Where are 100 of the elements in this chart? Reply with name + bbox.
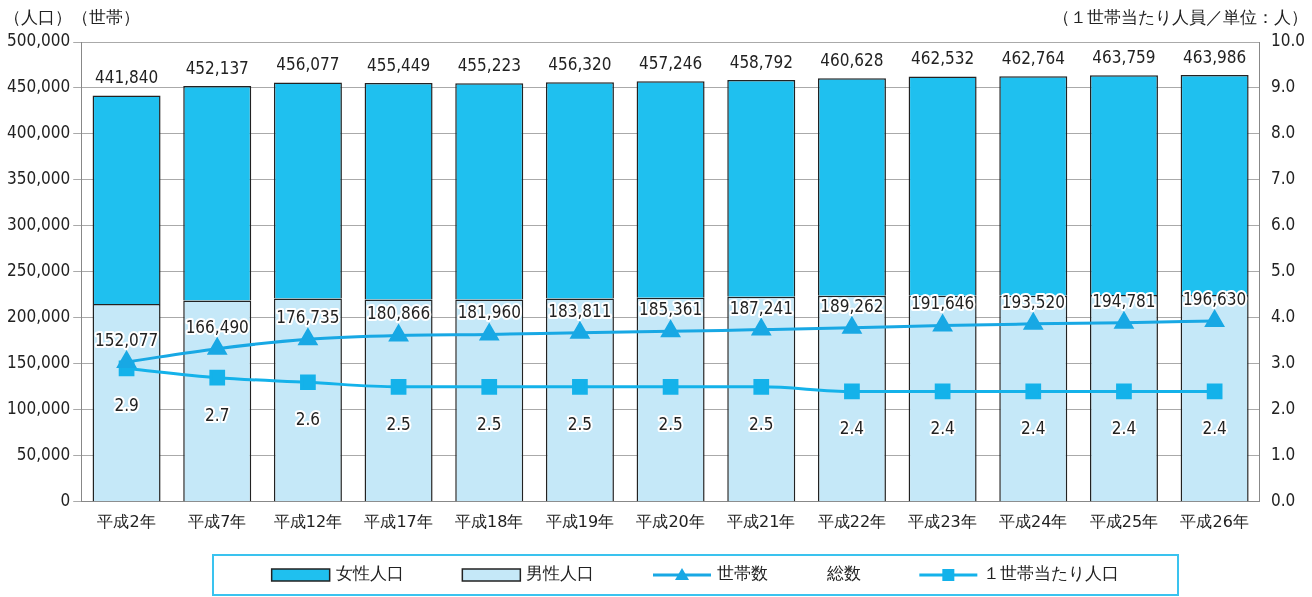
point	[1114, 312, 1134, 329]
y-tick-label: 0	[60, 490, 71, 511]
y-tick-label: 100,000	[6, 398, 71, 419]
data-label: 193,520	[1001, 291, 1065, 312]
point	[844, 383, 860, 400]
total-label: 452,137	[185, 57, 249, 78]
legend-label: 女性人口	[335, 563, 404, 584]
point	[661, 320, 680, 338]
total-label: 456,077	[276, 54, 340, 75]
y2-tick-label: 9.0	[1270, 76, 1296, 97]
y-tick-label: 50,000	[16, 444, 71, 465]
point	[1205, 310, 1224, 327]
data-label: 2.4	[1202, 418, 1227, 439]
data-label: 166,490	[185, 316, 249, 337]
data-label: 191,646	[910, 293, 975, 314]
data-label: 2.5	[477, 413, 502, 434]
point	[572, 378, 588, 395]
data-label: 2.4	[1111, 418, 1137, 439]
x-tick-label: 平成2年	[97, 511, 156, 531]
point	[209, 369, 226, 386]
data-label: 2.7	[205, 404, 230, 425]
y-tick-label: 400,000	[6, 122, 71, 143]
total-label: 462,764	[1001, 48, 1065, 69]
point	[389, 324, 408, 342]
y2-tick-label: 2.0	[1270, 398, 1296, 419]
total-label: 463,986	[1183, 47, 1247, 68]
data-label: 2.6	[295, 409, 321, 430]
data-label: 2.4	[839, 418, 865, 439]
y-tick-label: 250,000	[6, 260, 71, 281]
y2-tick-label: 8.0	[1270, 122, 1296, 143]
x-tick-label: 平成21年	[727, 511, 796, 531]
x-tick-label: 平成20年	[636, 511, 705, 531]
x-tick-label: 平成25年	[1089, 511, 1159, 531]
y2-tick-label: 4.0	[1270, 306, 1296, 327]
point	[390, 378, 407, 395]
point	[207, 338, 227, 355]
y2-tick-label: 5.0	[1270, 260, 1296, 281]
legend-label: １世帯当たり人口	[983, 563, 1120, 584]
data-label: 189,262	[820, 295, 884, 316]
legend-label: 男性人口	[526, 563, 595, 584]
point	[842, 317, 862, 334]
point	[117, 351, 136, 368]
y2-axis-title: （１世帯当たり人員／単位：人）	[1053, 6, 1308, 29]
x-tick-label: 平成12年	[273, 511, 343, 531]
y-axis-title: （人口）（世帯）	[4, 6, 140, 29]
data-label: 152,077	[94, 329, 159, 350]
data-label: 194,781	[1092, 290, 1156, 311]
data-label: 187,241	[729, 297, 793, 318]
y2-tick-label: 0.0	[1270, 490, 1296, 511]
y-tick-label: 300,000	[6, 214, 71, 235]
data-label: 2.5	[749, 413, 774, 434]
y2-tick-label: 3.0	[1270, 352, 1296, 373]
total-label: 457,246	[638, 53, 703, 74]
x-tick-label: 平成24年	[999, 511, 1068, 531]
data-label: 176,735	[276, 307, 340, 328]
data-label: 2.4	[930, 418, 955, 439]
x-tick-label: 平成17年	[364, 511, 433, 531]
data-label: 183,811	[548, 300, 612, 321]
x-tick-label: 平成22年	[817, 511, 887, 531]
point	[933, 315, 952, 332]
x-tick-label: 平成18年	[455, 511, 524, 531]
y2-tick-label: 6.0	[1270, 214, 1296, 235]
total-label: 463,759	[1092, 47, 1156, 68]
data-label: 180,866	[366, 303, 431, 324]
y-tick-label: 450,000	[6, 76, 71, 97]
x-tick-label: 平成7年	[188, 511, 247, 531]
y2-tick-label: 1.0	[1270, 444, 1296, 465]
y-tick-label: 350,000	[6, 168, 71, 189]
total-label: 458,792	[729, 51, 793, 72]
point	[662, 378, 679, 395]
y-tick-label: 200,000	[6, 306, 71, 327]
total-label: 455,223	[457, 55, 521, 76]
legend-label: 世帯数	[717, 563, 768, 584]
total-label: 455,449	[366, 54, 431, 75]
y2-tick-label: 10.0	[1270, 30, 1306, 51]
point	[300, 374, 316, 391]
point	[1206, 383, 1223, 400]
text: 総数	[825, 563, 861, 584]
point	[1116, 383, 1132, 400]
total-label: 441,840	[94, 67, 159, 88]
data-label: 2.5	[658, 413, 683, 434]
x-tick-label: 平成19年	[545, 511, 615, 531]
data-label: 2.5	[567, 413, 593, 434]
point	[298, 328, 318, 346]
point	[934, 383, 951, 400]
x-tick-label: 平成26年	[1180, 511, 1249, 531]
y2-tick-label: 7.0	[1270, 168, 1296, 189]
point	[1025, 383, 1042, 400]
data-label: 2.4	[1021, 418, 1046, 439]
point	[570, 322, 590, 339]
data-label: 181,960	[457, 302, 521, 323]
y-tick-label: 500,000	[6, 30, 71, 51]
data-label: 2.5	[386, 413, 411, 434]
point	[751, 319, 771, 336]
point	[753, 378, 770, 395]
total-label: 456,320	[548, 54, 612, 75]
data-label: 2.9	[114, 395, 139, 416]
total-label: 460,628	[820, 50, 884, 71]
data-label: 185,361	[638, 299, 703, 320]
y-tick-label: 150,000	[6, 352, 71, 373]
